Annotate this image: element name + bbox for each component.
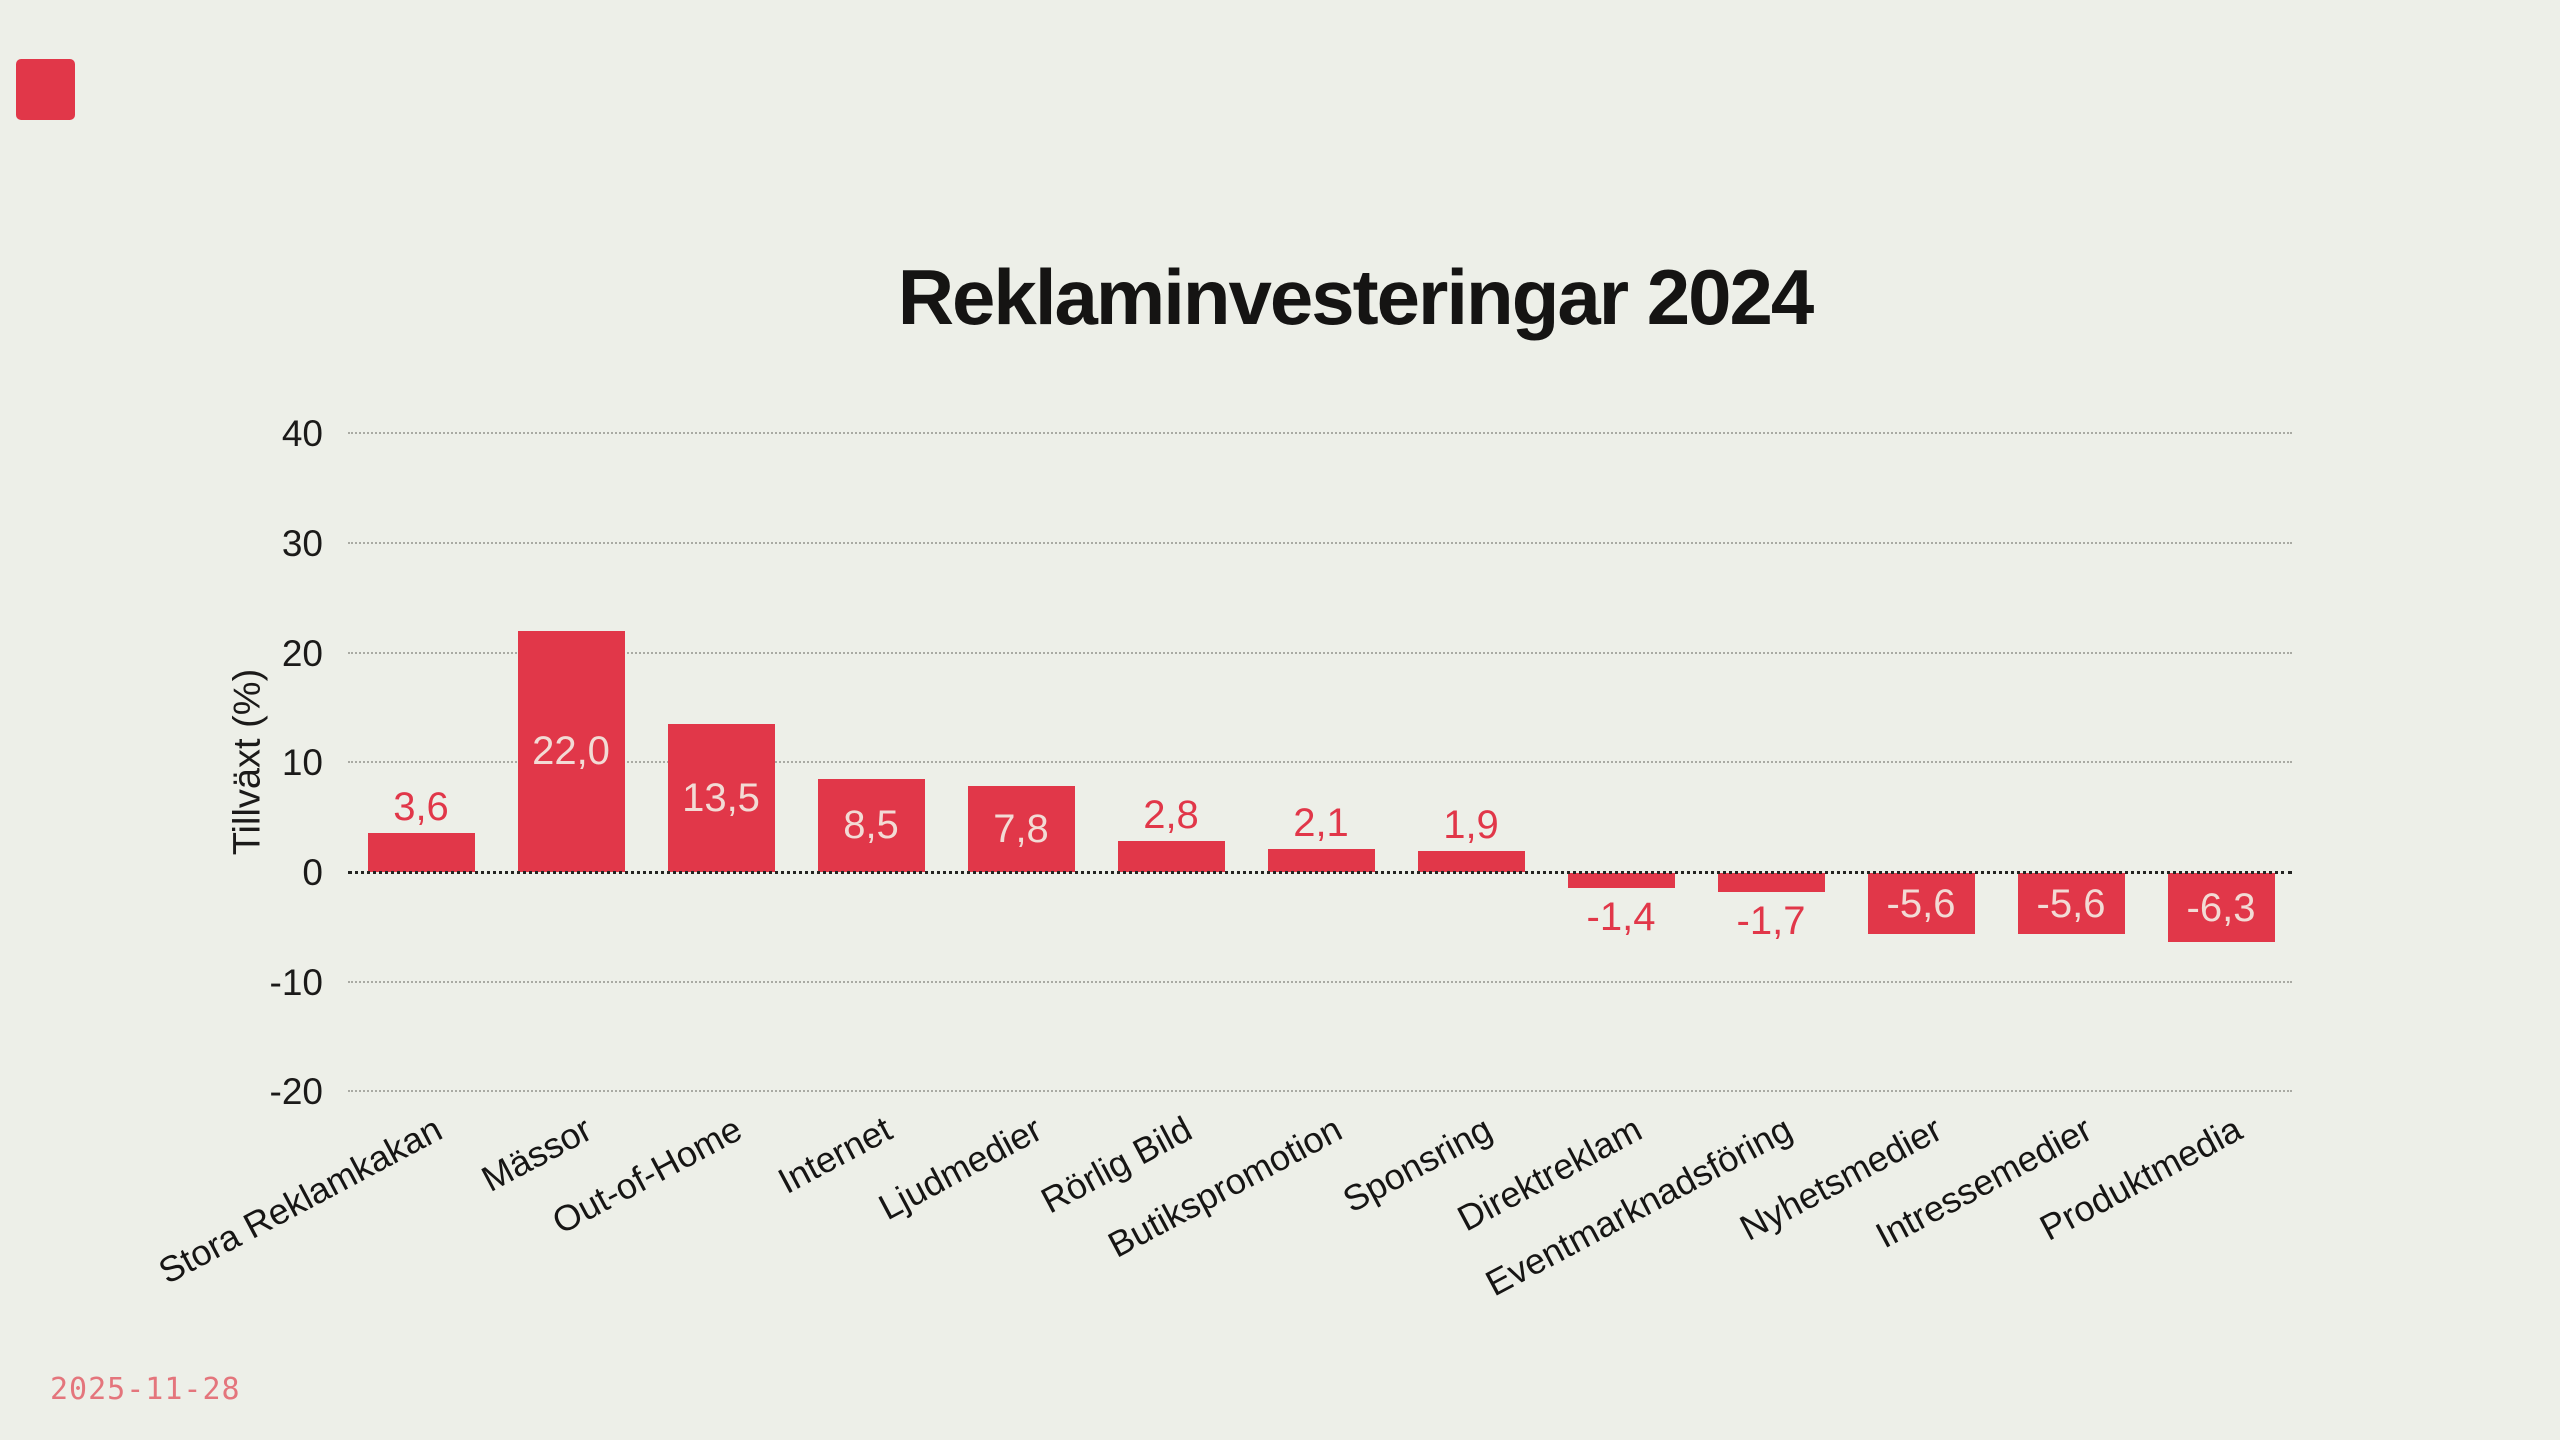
- bar: [967, 786, 1075, 872]
- x-category-label: Ljudmedier: [871, 1108, 1049, 1228]
- bar: [367, 832, 475, 872]
- bar-value-label: -5,6: [2036, 881, 2106, 926]
- gridline: [348, 432, 2292, 435]
- y-tick-label: 30: [281, 522, 323, 564]
- bar-value-label: 2,8: [1143, 793, 1199, 838]
- bar: [1117, 841, 1225, 872]
- bar: [2167, 873, 2275, 943]
- bar-value-label: 22,0: [532, 729, 610, 774]
- y-tick-label: 40: [281, 413, 323, 455]
- y-tick-label: 20: [281, 632, 323, 674]
- bar: [1717, 873, 1825, 892]
- date-stamp: 2025-11-28: [50, 1372, 241, 1407]
- bar-value-label: 13,5: [682, 775, 760, 820]
- bar: [2017, 873, 2125, 935]
- gridline: [348, 541, 2292, 544]
- bar-value-label: -6,3: [2186, 885, 2256, 930]
- bar: [1567, 873, 1675, 889]
- bar-value-label: 1,9: [1443, 803, 1499, 848]
- gridline: [348, 761, 2292, 764]
- bar-value-label: -1,4: [1586, 895, 1656, 940]
- bar-value-label: -5,6: [1886, 881, 1956, 926]
- bar-value-label: -1,7: [1736, 898, 1806, 943]
- bar-value-label: 2,1: [1293, 800, 1349, 845]
- zero-line: [348, 871, 2292, 874]
- x-category-label: Stora Reklamkakan: [151, 1108, 449, 1292]
- bar: [817, 778, 925, 872]
- gridline: [348, 980, 2292, 983]
- chart-title: Reklaminvesteringar 2024: [897, 253, 1815, 341]
- bar-value-label: 7,8: [993, 807, 1049, 852]
- y-tick-label: 10: [281, 742, 323, 784]
- y-tick-label: -10: [269, 961, 323, 1003]
- y-tick-label: 0: [302, 852, 323, 893]
- gridline: [348, 1090, 2292, 1093]
- brand-logo-mark: [16, 59, 75, 120]
- bar-value-label: 3,6: [393, 784, 449, 829]
- gridline: [348, 651, 2292, 654]
- y-tick-label: -20: [269, 1071, 323, 1113]
- bar-value-label: 8,5: [843, 803, 899, 848]
- bar: [517, 630, 625, 872]
- bar: [667, 723, 775, 872]
- bar: [1417, 851, 1525, 872]
- bar: [1867, 873, 1975, 935]
- bar: [1267, 848, 1375, 872]
